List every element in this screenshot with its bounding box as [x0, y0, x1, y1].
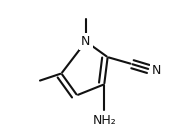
Text: N: N	[81, 35, 91, 48]
Text: NH₂: NH₂	[92, 114, 116, 127]
Text: N: N	[81, 35, 91, 48]
Text: NH₂: NH₂	[92, 114, 116, 127]
Text: N: N	[152, 64, 161, 77]
Text: N: N	[152, 64, 161, 77]
